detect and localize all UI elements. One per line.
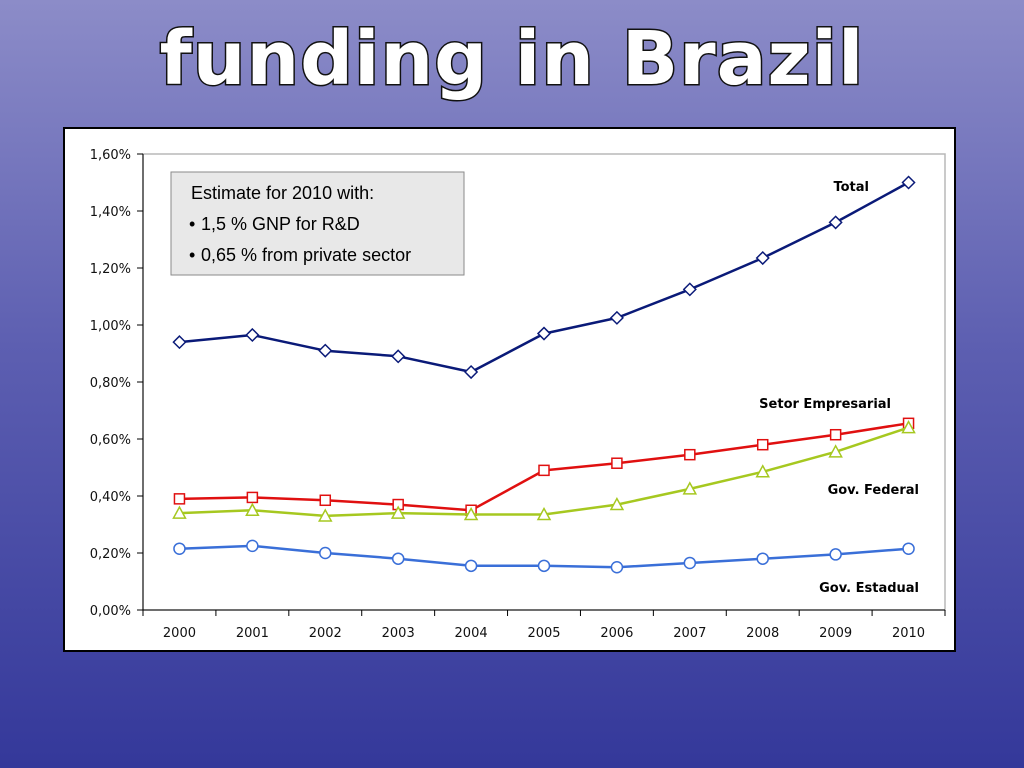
note-bullet-2: 0,65 % from private sector [201, 245, 411, 265]
x-tick-label: 2007 [673, 626, 706, 641]
data-point-gov-federal [828, 444, 843, 458]
series-gov-federal [172, 420, 916, 522]
y-tick-label: 1,00% [90, 319, 131, 334]
data-point-setor-empresarial [173, 493, 186, 505]
data-point-gov-estadual [319, 546, 332, 560]
x-tick-label: 2003 [382, 626, 415, 641]
note-bullet-1: 1,5 % GNP for R&D [201, 214, 360, 234]
data-point-gov-estadual [173, 542, 186, 555]
y-tick-label: 1,20% [90, 262, 131, 277]
y-tick-label: 1,40% [90, 205, 131, 220]
series-setor-empresarial [173, 417, 915, 516]
data-point-gov-federal [172, 505, 187, 519]
data-point-gov-estadual [537, 559, 551, 573]
data-point-gov-estadual [683, 556, 697, 570]
y-tick-label: 0,60% [90, 433, 131, 448]
data-point-total [245, 327, 260, 343]
data-point-setor-empresarial [538, 464, 550, 477]
data-point-total [828, 215, 843, 230]
data-point-gov-federal [463, 506, 479, 521]
data-point-total [609, 310, 624, 325]
x-tick-label: 2009 [819, 626, 852, 641]
series-total [172, 175, 916, 380]
data-point-gov-estadual [829, 548, 842, 561]
series-labels: Total Setor Empresarial Gov. Federal Gov. E… [759, 180, 919, 596]
x-tick-label: 2004 [455, 626, 488, 641]
data-point-total [536, 326, 552, 341]
series-label-total: Total [833, 180, 869, 195]
data-point-total [172, 335, 187, 350]
y-tick-label: 0,00% [90, 604, 131, 619]
data-point-setor-empresarial [684, 448, 696, 461]
chart-frame: 0,00% 0,20% 0,40% 0,60% 0,80% 1,00% 1,20% 1,40%… [63, 127, 956, 652]
y-tick-label: 0,80% [90, 376, 131, 391]
data-point-total [682, 282, 697, 297]
series-gov-estadual [173, 539, 915, 574]
estimate-note-box: Estimate for 2010 with: • 1,5 % GNP for … [170, 171, 465, 276]
x-tick-label: 2000 [163, 626, 196, 641]
data-point-total [901, 175, 916, 190]
y-tick-label: 0,20% [90, 547, 131, 562]
data-point-gov-federal [609, 496, 625, 511]
data-point-gov-federal [536, 506, 552, 521]
x-tick-label: 2008 [746, 626, 779, 641]
data-point-gov-federal [901, 420, 916, 434]
series-label-gov-estadual: Gov. Estadual [819, 581, 919, 596]
data-point-gov-estadual [902, 542, 915, 555]
data-point-gov-estadual [610, 561, 624, 574]
data-point-total [391, 349, 406, 364]
data-point-gov-federal [245, 502, 260, 516]
x-axis-ticks: 2000 2001 2002 2003 2004 2005 2006 2007 2008 2009… [142, 610, 946, 641]
data-point-total [464, 364, 479, 380]
data-point-gov-federal [755, 464, 770, 478]
data-point-setor-empresarial [246, 491, 259, 504]
data-point-setor-empresarial [319, 494, 332, 507]
note-box-background [170, 171, 465, 276]
series-label-gov-federal: Gov. Federal [828, 483, 919, 498]
x-tick-label: 2002 [309, 626, 342, 641]
note-bullet-2-marker: • [189, 245, 195, 265]
data-point-gov-federal [318, 508, 333, 522]
x-tick-label: 2001 [236, 626, 269, 641]
data-point-total [755, 250, 770, 266]
series-layer [172, 175, 916, 574]
y-axis-ticks: 0,00% 0,20% 0,40% 0,60% 0,80% 1,00% 1,20% 1,40%… [90, 148, 143, 619]
y-tick-label: 0,40% [90, 490, 131, 505]
data-point-gov-federal [682, 481, 698, 495]
x-tick-label: 2006 [600, 626, 633, 641]
data-point-gov-federal [390, 505, 406, 519]
line-chart: 0,00% 0,20% 0,40% 0,60% 0,80% 1,00% 1,20% 1,40%… [90, 148, 946, 641]
note-bullet-1-marker: • [189, 214, 195, 234]
data-point-setor-empresarial [829, 428, 842, 441]
series-label-setor-empresarial: Setor Empresarial [759, 397, 891, 412]
data-point-gov-estadual [464, 559, 478, 573]
slide-title: funding in Brazil [158, 16, 865, 102]
data-point-total [318, 343, 333, 358]
data-point-gov-estadual [756, 552, 769, 565]
x-tick-label: 2005 [527, 626, 560, 641]
data-point-setor-empresarial [611, 457, 623, 469]
data-point-gov-estadual [246, 539, 259, 553]
data-point-gov-estadual [391, 552, 405, 565]
note-heading: Estimate for 2010 with: [191, 183, 374, 203]
data-point-setor-empresarial [756, 438, 769, 451]
y-tick-label: 1,60% [90, 148, 131, 163]
x-tick-label: 2010 [892, 626, 925, 641]
